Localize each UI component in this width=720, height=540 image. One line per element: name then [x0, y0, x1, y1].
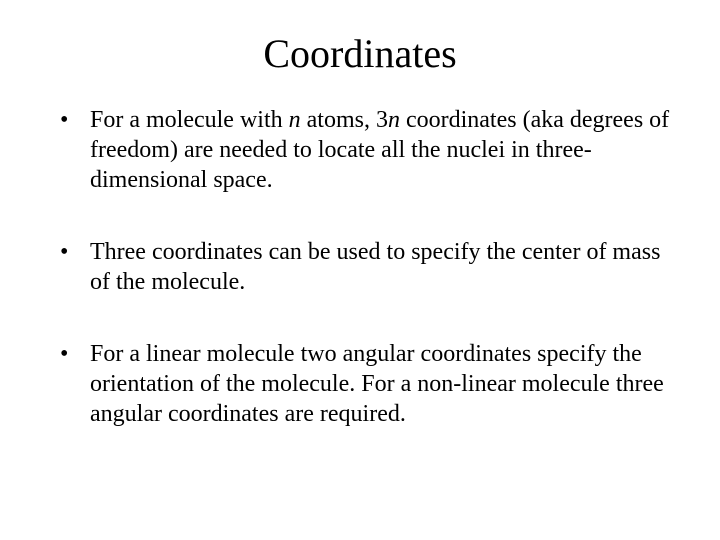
- text-segment: For a molecule with: [90, 107, 289, 133]
- text-segment: For a linear molecule two angular coordi…: [90, 341, 664, 427]
- text-segment: Three coordinates can be used to specify…: [90, 239, 660, 295]
- text-segment: atoms, 3: [301, 107, 388, 133]
- slide-title: Coordinates: [50, 30, 670, 77]
- text-segment: n: [289, 107, 301, 133]
- bullet-item: For a linear molecule two angular coordi…: [50, 339, 670, 429]
- bullet-item: Three coordinates can be used to specify…: [50, 237, 670, 297]
- bullet-item: For a molecule with n atoms, 3n coordina…: [50, 105, 670, 195]
- text-segment: n: [388, 107, 400, 133]
- bullet-list: For a molecule with n atoms, 3n coordina…: [50, 105, 670, 429]
